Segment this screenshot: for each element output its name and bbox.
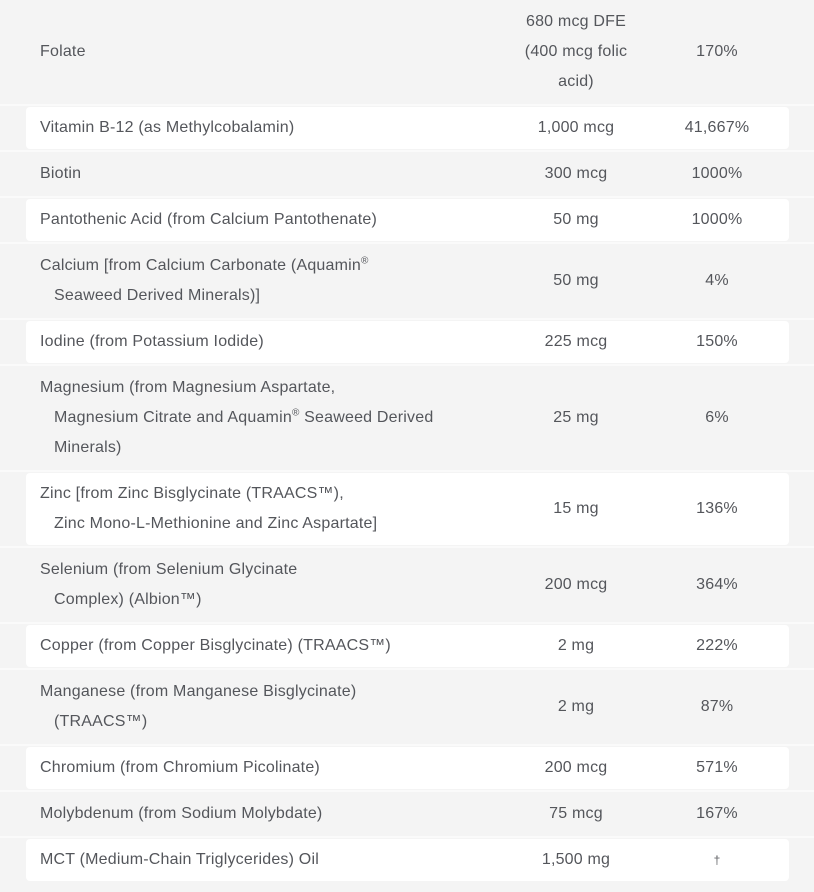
table-row: Magnesium (from Magnesium Aspartate, Magn… (0, 364, 814, 470)
nutrient-name-line: Copper (from Copper Bisglycinate) (TRAAC… (40, 637, 391, 654)
table-row: Copper (from Copper Bisglycinate) (TRAAC… (0, 622, 814, 668)
nutrient-amount-line: 25 mg (553, 409, 599, 426)
nutrient-amount: 1,500 mg (481, 845, 671, 875)
nutrient-name: Copper (from Copper Bisglycinate) (TRAAC… (0, 631, 481, 661)
nutrient-amount: 300 mcg (481, 159, 671, 189)
nutrient-amount-line: 200 mcg (544, 576, 608, 593)
nutrient-name: Chromium (from Chromium Picolinate) (0, 753, 481, 783)
nutrient-amount: 680 mcg DFE (400 mcg folic acid) (481, 7, 671, 97)
nutrient-name-line: Magnesium Citrate and Aquamin® Seaweed D… (54, 407, 434, 426)
nutrient-name-line: (TRAACS™) (54, 713, 148, 730)
nutrient-daily-value: 222% (696, 637, 738, 654)
nutrient-amount-line: 225 mcg (544, 333, 608, 350)
nutrient-name: Zinc [from Zinc Bisglycinate (TRAACS™), Z… (0, 479, 481, 539)
nutrient-amount-line: acid) (558, 73, 594, 90)
nutrient-name-line: Iodine (from Potassium Iodide) (40, 333, 264, 350)
nutrient-daily-value: 571% (696, 759, 738, 776)
nutrient-name-line: Pantothenic Acid (from Calcium Pantothen… (40, 211, 377, 228)
nutrient-amount-line: 680 mcg DFE (525, 13, 626, 30)
nutrient-amount-line: 300 mcg (544, 165, 608, 182)
nutrient-name: Biotin (0, 159, 481, 189)
nutrient-amount: 1,000 mcg (481, 113, 671, 143)
nutrient-amount-line: 75 mcg (549, 805, 603, 822)
nutrient-name: Molybdenum (from Sodium Molybdate) (0, 799, 481, 829)
nutrient-amount: 200 mcg (481, 753, 671, 783)
nutrient-daily-value: 170% (696, 43, 738, 60)
nutrient-daily-value: 1000% (691, 165, 743, 182)
nutrient-name-line: Zinc Mono-L-Methionine and Zinc Aspartat… (54, 515, 378, 532)
table-row: Chromium (from Chromium Picolinate) 200 m… (0, 744, 814, 790)
nutrient-daily-value: 4% (705, 272, 729, 289)
nutrient-name-line: Calcium [from Calcium Carbonate (Aquamin… (40, 255, 369, 274)
nutrient-daily-value: 41,667% (684, 119, 750, 136)
nutrient-amount-line: 1,500 mg (541, 851, 611, 868)
table-row: Manganese (from Manganese Bisglycinate) (… (0, 668, 814, 744)
nutrient-amount-line: 2 mg (557, 698, 595, 715)
nutrient-name: Vitamin B-12 (as Methylcobalamin) (0, 113, 481, 143)
table-row: Calcium [from Calcium Carbonate (Aquamin… (0, 242, 814, 318)
nutrient-daily-value: 167% (696, 805, 738, 822)
nutrient-amount-line: 15 mg (553, 500, 599, 517)
nutrient-name-line: Selenium (from Selenium Glycinate (40, 561, 298, 578)
nutrient-name-line: Complex) (Albion™) (54, 591, 202, 608)
nutrient-name-line: Folate (40, 43, 86, 60)
table-row: Selenium (from Selenium Glycinate Complex… (0, 546, 814, 622)
nutrient-amount: 200 mcg (481, 570, 671, 600)
nutrient-name-line: MCT (Medium-Chain Triglycerides) Oil (40, 851, 319, 868)
nutrient-name-line: Chromium (from Chromium Picolinate) (40, 759, 320, 776)
nutrient-amount: 225 mcg (481, 327, 671, 357)
nutrient-daily-value: 150% (696, 333, 738, 350)
nutrient-amount: 50 mg (481, 266, 671, 296)
trademark-superscript: ® (361, 255, 369, 267)
table-row: Molybdenum (from Sodium Molybdate) 75 mcg… (0, 790, 814, 836)
nutrient-name-line: Magnesium (from Magnesium Aspartate, (40, 379, 336, 396)
nutrient-amount: 15 mg (481, 494, 671, 524)
nutrient-amount-line: 2 mg (557, 637, 595, 654)
table-row: Pantothenic Acid (from Calcium Pantothen… (0, 196, 814, 242)
nutrient-name: Folate (0, 37, 481, 67)
nutrient-name: Calcium [from Calcium Carbonate (Aquamin… (0, 251, 481, 311)
nutrient-amount-line: 50 mg (553, 272, 599, 289)
nutrient-daily-value: † (713, 853, 721, 867)
nutrient-name: Manganese (from Manganese Bisglycinate) (… (0, 677, 481, 737)
trademark-superscript: ® (291, 407, 300, 419)
nutrient-name-line: Seaweed Derived Minerals)] (54, 287, 261, 304)
nutrient-amount-line: (400 mcg folic (524, 43, 628, 60)
nutrient-name-line: Vitamin B-12 (as Methylcobalamin) (40, 119, 295, 136)
nutrient-daily-value: 87% (700, 698, 734, 715)
nutrient-amount-line: 200 mcg (544, 759, 608, 776)
nutrient-amount: 2 mg (481, 631, 671, 661)
nutrient-name: Selenium (from Selenium Glycinate Complex… (0, 555, 481, 615)
nutrient-name-line: Minerals) (54, 439, 122, 456)
nutrient-name-line: Biotin (40, 165, 82, 182)
nutrient-name: Iodine (from Potassium Iodide) (0, 327, 481, 357)
nutrient-name: Magnesium (from Magnesium Aspartate, Magn… (0, 373, 481, 463)
nutrient-amount-line: 1,000 mcg (537, 119, 615, 136)
nutrient-amount: 50 mg (481, 205, 671, 235)
table-row: Folate 680 mcg DFE (400 mcg folic acid) 170% (0, 0, 814, 104)
nutrient-daily-value: 1000% (691, 211, 743, 228)
table-row: Biotin 300 mcg 1000% (0, 150, 814, 196)
nutrient-name-line: Zinc [from Zinc Bisglycinate (TRAACS™), (40, 485, 344, 502)
nutrient-amount: 25 mg (481, 403, 671, 433)
nutrient-name-line: Manganese (from Manganese Bisglycinate) (40, 683, 357, 700)
nutrient-amount: 2 mg (481, 692, 671, 722)
nutrient-name: MCT (Medium-Chain Triglycerides) Oil (0, 845, 481, 875)
table-row: Zinc [from Zinc Bisglycinate (TRAACS™), Z… (0, 470, 814, 546)
nutrient-name-line: Molybdenum (from Sodium Molybdate) (40, 805, 323, 822)
nutrient-daily-value: 364% (696, 576, 738, 593)
nutrient-daily-value: 6% (705, 409, 729, 426)
nutrient-amount: 75 mcg (481, 799, 671, 829)
table-row: Iodine (from Potassium Iodide) 225 mcg 150… (0, 318, 814, 364)
table-row: Vitamin B-12 (as Methylcobalamin) 1,000 m… (0, 104, 814, 150)
nutrient-daily-value: 136% (696, 500, 738, 517)
nutrient-amount-line: 50 mg (553, 211, 599, 228)
table-row: MCT (Medium-Chain Triglycerides) Oil 1,50… (0, 836, 814, 882)
nutrient-name: Pantothenic Acid (from Calcium Pantothen… (0, 205, 481, 235)
